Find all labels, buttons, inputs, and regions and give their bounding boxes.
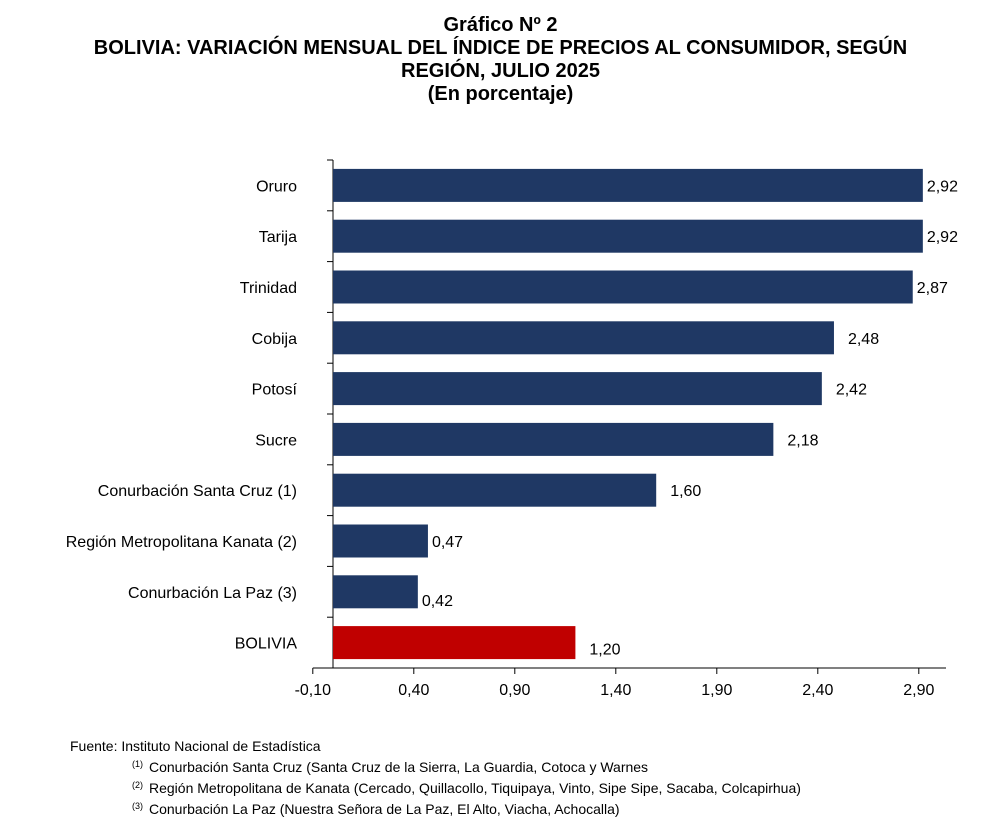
- category-label-5: Sucre: [255, 432, 297, 449]
- bar-4: [333, 372, 822, 406]
- footnote-1: (1) Conurbación Santa Cruz (Santa Cruz de…: [70, 755, 801, 776]
- value-label-5: 2,18: [787, 432, 818, 449]
- x-tick-label-5: 2,40: [802, 682, 833, 699]
- value-label-8: 0,42: [422, 593, 453, 610]
- bar-2: [333, 270, 913, 304]
- bar-7: [333, 524, 428, 558]
- value-label-7: 0,47: [432, 534, 463, 551]
- x-tick-label-1: 0,40: [398, 682, 429, 699]
- chart-title: Gráfico Nº 2 BOLIVIA: VARIACIÓN MENSUAL …: [0, 14, 1001, 106]
- bar-5: [333, 422, 774, 456]
- value-label-2: 2,87: [917, 280, 948, 297]
- bar-9: [333, 626, 576, 660]
- category-label-7: Región Metropolitana Kanata (2): [66, 534, 297, 551]
- category-label-6: Conurbación Santa Cruz (1): [98, 483, 297, 500]
- category-label-1: Tarija: [259, 229, 297, 246]
- title-line-3: REGIÓN, JULIO 2025: [401, 60, 600, 82]
- value-label-9: 1,20: [589, 642, 620, 659]
- category-label-0: Oruro: [256, 178, 297, 195]
- value-label-0: 2,92: [927, 178, 958, 195]
- category-label-2: Trinidad: [240, 280, 297, 297]
- footnote-1-text: Conurbación Santa Cruz (Santa Cruz de la…: [149, 759, 649, 775]
- category-label-8: Conurbación La Paz (3): [128, 585, 297, 602]
- bar-chart: Oruro 2,92 Tarija 2,92 Trinidad 2,87 Cobija 2,4…: [66, 159, 958, 699]
- title-line-4: (En porcentaje): [427, 83, 574, 105]
- footnote-2-text: Región Metropolitana de Kanata (Cercado,…: [149, 780, 801, 796]
- title-line-2: BOLIVIA: VARIACIÓN MENSUAL DEL ÍNDICE DE…: [93, 37, 908, 59]
- category-label-9: BOLIVIA: [235, 636, 298, 653]
- footnote-3: (3) Conurbación La Paz (Nuestra Señora de…: [70, 797, 801, 818]
- footnote-3-mark: (3): [132, 801, 143, 811]
- footnote-1-mark: (1): [132, 759, 143, 769]
- footnote-2-mark: (2): [132, 780, 143, 790]
- value-label-3: 2,48: [848, 331, 879, 348]
- value-label-6: 1,60: [670, 483, 701, 500]
- bar-6: [333, 473, 657, 507]
- x-tick-label-0: -0,10: [295, 682, 332, 699]
- category-label-4: Potosí: [252, 382, 298, 399]
- x-tick-label-3: 1,40: [600, 682, 631, 699]
- x-tick-label-4: 1,90: [701, 682, 732, 699]
- value-label-1: 2,92: [927, 229, 958, 246]
- title-line-1: Gráfico Nº 2: [443, 14, 558, 36]
- category-label-3: Cobija: [252, 331, 297, 348]
- footnote-3-text: Conurbación La Paz (Nuestra Señora de La…: [149, 801, 620, 817]
- bar-3: [333, 321, 834, 355]
- bar-1: [333, 219, 923, 253]
- source-note: Fuente: Instituto Nacional de Estadístic…: [70, 738, 321, 754]
- value-label-4: 2,42: [836, 382, 867, 399]
- footnotes: Fuente: Instituto Nacional de Estadístic…: [70, 737, 801, 818]
- x-tick-label-2: 0,90: [499, 682, 530, 699]
- bar-0: [333, 168, 923, 202]
- bar-8: [333, 575, 418, 609]
- footnote-2: (2) Región Metropolitana de Kanata (Cerca…: [70, 776, 801, 797]
- x-tick-label-6: 2,90: [903, 682, 934, 699]
